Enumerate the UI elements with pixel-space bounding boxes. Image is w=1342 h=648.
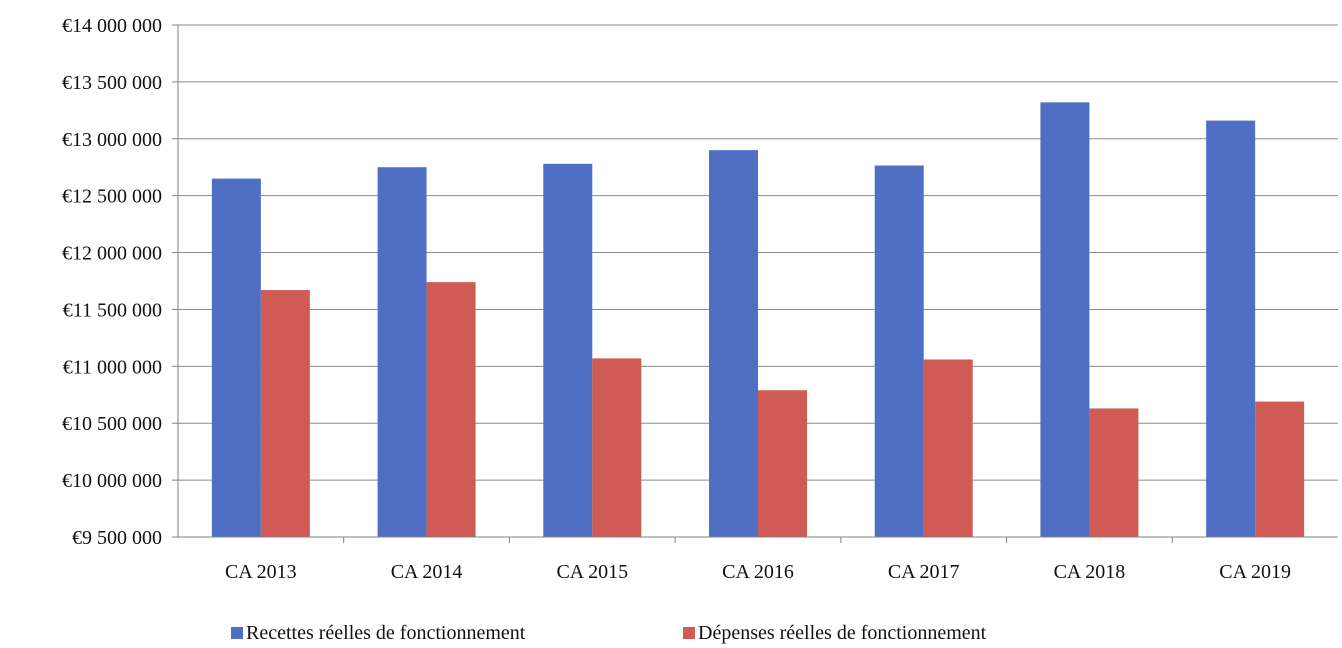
bar-recettes [874,165,924,537]
y-tick-label: €11 000 000 [63,356,162,378]
bar-depenses [758,390,807,537]
bar-recettes [1206,120,1256,537]
bar-depenses [1089,408,1139,537]
bar-recettes [543,163,593,537]
x-axis: CA 2013 CA 2014 CA 2015 CA 2016 CA 2017 CA 20… [178,536,1338,583]
y-tick-label: €12 000 000 [62,243,162,265]
y-tick-label: €13 500 000 [62,72,162,94]
legend-label: Dépenses réelles de fonctionnement [698,622,987,644]
y-axis: €9 500 000 €10 000 000 €10 500 000 €11 000 … [62,15,179,549]
bar-recettes [211,178,261,537]
bar-depenses [592,358,642,537]
bar-depenses [923,359,973,537]
bar-depenses [260,290,310,537]
bar-recettes [377,167,427,537]
y-tick-label: €10 000 000 [62,470,162,492]
y-tick-label: €12 500 000 [62,186,162,208]
legend: Recettes réelles de fonctionnement Dépens… [231,622,987,644]
bar-recettes [709,150,758,537]
y-tick-label: €14 000 000 [62,15,162,37]
x-tick-label: CA 2019 [1219,561,1291,583]
y-tick-label: €11 500 000 [63,299,162,321]
x-tick-label: CA 2013 [225,561,297,583]
x-tick-label: CA 2017 [888,561,960,583]
bars [211,102,1305,537]
bar-recettes [1040,102,1090,537]
bar-depenses [426,282,476,537]
legend-swatch [683,627,695,639]
bar-depenses [1255,401,1305,537]
y-tick-label: €9 500 000 [72,527,162,549]
y-tick-label: €13 000 000 [62,129,162,151]
x-tick-label: CA 2015 [556,561,628,583]
x-tick-label: CA 2014 [391,561,463,583]
legend-label: Recettes réelles de fonctionnement [246,622,526,644]
x-tick-label: CA 2016 [722,561,794,583]
x-tick-label: CA 2018 [1054,561,1126,583]
legend-swatch [231,627,243,639]
y-tick-label: €10 500 000 [62,413,162,435]
